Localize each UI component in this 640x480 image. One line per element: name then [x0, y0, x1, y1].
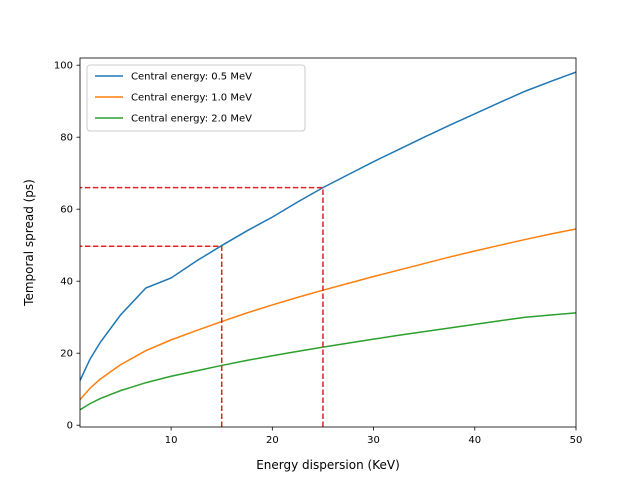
- legend-box: [86, 64, 306, 132]
- marker-25kev-dashed-line: [80, 186, 324, 427]
- x-tick-label: 20: [266, 435, 279, 446]
- y-tick-label: 100: [54, 61, 73, 72]
- x-axis-label: Energy dispersion (KeV): [256, 458, 400, 472]
- series-line-2: [80, 228, 576, 401]
- legend: Central energy: 0.5 MeV Central energy: 1…: [86, 64, 306, 132]
- plot-area: [80, 71, 576, 427]
- legend-entry-3: Central energy: 2.0 MeV: [131, 114, 252, 125]
- x-tick-label: 30: [367, 435, 380, 446]
- y-tick-label: 40: [60, 277, 73, 288]
- legend-entry-1: Central energy: 0.5 MeV: [131, 72, 252, 83]
- y-tick-label: 80: [60, 133, 73, 144]
- y-tick-label: 60: [60, 205, 73, 216]
- y-tick-label: 20: [60, 349, 73, 360]
- x-tick-label: 40: [468, 435, 481, 446]
- axes-frame: [79, 57, 577, 428]
- x-tick-label: 10: [165, 435, 178, 446]
- axes: 10 20 30 40 50 0 20 40 60 80 100: [54, 57, 583, 446]
- y-axis-label: Temporal spread (ps): [22, 179, 36, 307]
- series-line-3: [80, 312, 576, 411]
- marker-15kev-dashed-line: [80, 245, 223, 427]
- x-tick-label: 50: [570, 435, 583, 446]
- y-tick-label: 0: [67, 421, 73, 432]
- legend-entry-2: Central energy: 1.0 MeV: [131, 93, 252, 104]
- series-line-1: [80, 71, 576, 381]
